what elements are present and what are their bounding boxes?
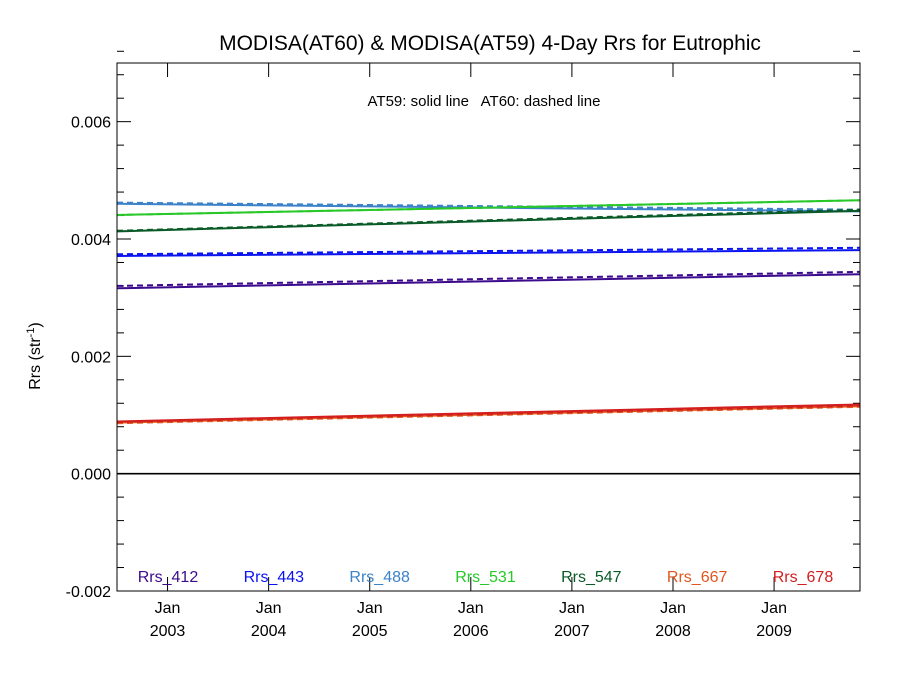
x-tick-label-month: Jan	[357, 600, 383, 617]
x-tick-label-month: Jan	[761, 600, 787, 617]
legend-entry: Rrs_667	[667, 569, 728, 586]
x-tick-label-year: 2007	[554, 623, 590, 640]
x-tick-label-month: Jan	[559, 600, 585, 617]
x-tick-label-year: 2004	[251, 623, 287, 640]
y-axis-label-main: Rrs (str	[27, 337, 44, 390]
series-line-at60	[116, 201, 861, 211]
series-line-at59	[116, 273, 861, 290]
tick-labels: 0.006 0.004 0.002 0.000 -0.002 Jan 2003 Jan 2004…	[66, 115, 792, 640]
y-tick-label: 0.004	[71, 232, 111, 249]
x-tick-label-year: 2009	[756, 623, 792, 640]
legend: Rrs_412 Rrs_443 Rrs_488 Rrs_531 Rrs_547 Rrs_6…	[138, 569, 834, 586]
y-axis-label: Rrs (str-1)	[25, 322, 44, 390]
legend-entry: Rrs_678	[773, 569, 834, 586]
legend-entry: Rrs_443	[244, 569, 305, 586]
legend-entry: Rrs_488	[349, 569, 410, 586]
series-line-at60	[116, 270, 861, 287]
x-tick-label-month: Jan	[458, 600, 484, 617]
x-tick-label-month: Jan	[155, 600, 181, 617]
legend-entry: Rrs_412	[138, 569, 199, 586]
legend-entry: Rrs_547	[561, 569, 622, 586]
series-line-at59	[116, 403, 861, 423]
y-axis-label-close: )	[27, 322, 44, 327]
series-line-at59	[116, 249, 861, 258]
legend-entry: Rrs_531	[455, 569, 516, 586]
series-line-at59	[116, 209, 861, 233]
plot-frame	[116, 62, 861, 592]
series-lines	[116, 199, 861, 475]
x-tick-label-year: 2005	[352, 623, 388, 640]
x-tick-label-month: Jan	[660, 600, 686, 617]
x-tick-label-year: 2008	[655, 623, 691, 640]
chart-annotation: AT59: solid line AT60: dashed line	[368, 93, 601, 110]
y-tick-label: 0.006	[71, 115, 111, 132]
y-tick-label: 0.000	[71, 467, 111, 484]
series-line-at59	[116, 199, 861, 216]
x-tick-label-month: Jan	[256, 600, 282, 617]
y-tick-label: -0.002	[66, 584, 111, 601]
y-tick-label: 0.002	[71, 349, 111, 366]
series-line-at60	[116, 246, 861, 256]
axes-ticks	[117, 50, 860, 592]
x-tick-label-year: 2006	[453, 623, 489, 640]
chart-title: MODISA(AT60) & MODISA(AT59) 4-Day Rrs fo…	[219, 32, 761, 55]
x-tick-label-year: 2003	[150, 623, 186, 640]
y-axis-label-sup: -1	[25, 328, 37, 338]
